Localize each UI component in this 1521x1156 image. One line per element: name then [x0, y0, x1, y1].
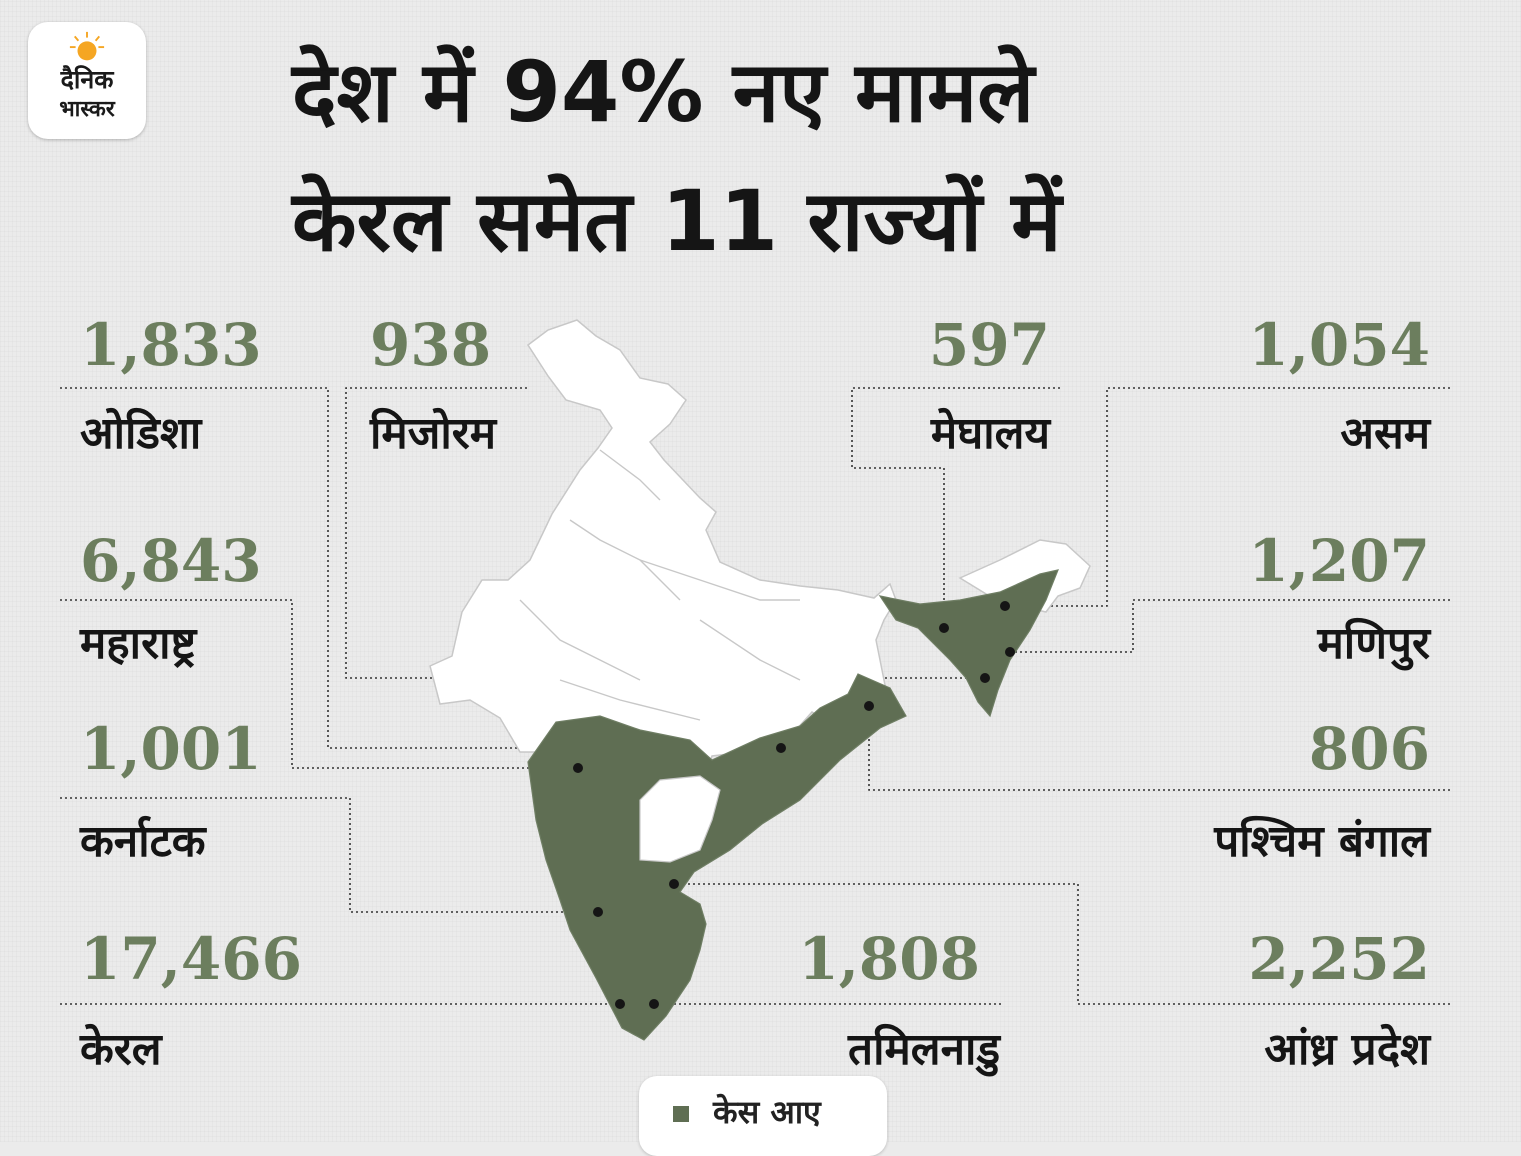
state-borders: [519, 449, 801, 721]
west-bengal-label: पश्चिम बंगाल: [1214, 816, 1430, 867]
leader-maharashtra: [60, 599, 578, 769]
assam-label: असम: [1340, 408, 1430, 459]
leader-andhra: [674, 883, 1450, 1005]
region-northeast: [878, 569, 1059, 718]
manipur-label: मणिपुर: [1317, 618, 1430, 669]
meghalaya-label: मेघालय: [930, 408, 1050, 459]
marker-west-bengal: [864, 701, 874, 711]
state-markers: [573, 601, 1015, 1009]
karnataka-label: कर्नाटक: [80, 816, 206, 867]
marker-manipur: [1005, 647, 1015, 657]
meghalaya-count: 597: [928, 311, 1050, 379]
map-legend: केस आए: [639, 1076, 887, 1156]
tamil-nadu-count: 1,808: [798, 925, 980, 993]
karnataka-count: 1,001: [80, 715, 262, 783]
west-bengal-count: 806: [1308, 715, 1430, 783]
headline-line-1: देश में 94% नए मामले: [292, 43, 1035, 141]
marker-karnataka: [593, 907, 603, 917]
marker-assam: [1000, 601, 1010, 611]
andhra-count: 2,252: [1248, 925, 1430, 993]
odisha-label: ओडिशा: [80, 408, 202, 459]
marker-meghalaya: [939, 623, 949, 633]
manipur-count: 1,207: [1248, 527, 1430, 595]
region-maharashtra-odisha-andhra: [527, 673, 907, 1041]
leader-assam: [1005, 387, 1450, 607]
leader-karnataka: [60, 797, 598, 913]
kerala-label: केरल: [80, 1024, 162, 1075]
marker-andhra: [669, 879, 679, 889]
headline-line-2: केरल समेत 11 राज्यों में: [292, 172, 1062, 270]
marker-odisha: [776, 743, 786, 753]
telangana-white: [639, 775, 721, 863]
odisha-count: 1,833: [80, 311, 262, 379]
legend-swatch-icon: [673, 1106, 689, 1122]
leader-manipur: [1010, 599, 1450, 653]
marker-maharashtra: [573, 763, 583, 773]
brand-line-2: भास्कर: [59, 97, 115, 122]
sun-icon: [69, 31, 105, 61]
india-outline-white: [429, 319, 897, 861]
marker-tamil-nadu: [649, 999, 659, 1009]
maharashtra-label: महाराष्ट्र: [80, 618, 197, 669]
brand-logo: दैनिक भास्कर: [28, 22, 146, 139]
assam-count: 1,054: [1248, 311, 1430, 379]
marker-mizoram: [980, 673, 990, 683]
maharashtra-count: 6,843: [80, 527, 262, 595]
tamil-nadu-label: तमिलनाडु: [848, 1024, 1000, 1075]
mizoram-label: मिजोरम: [370, 408, 497, 459]
marker-kerala: [615, 999, 625, 1009]
andhra-label: आंध्र प्रदेश: [1264, 1024, 1430, 1075]
mizoram-count: 938: [370, 311, 492, 379]
brand-line-1: दैनिक: [60, 65, 114, 94]
kerala-count: 17,466: [80, 925, 302, 993]
legend-label: केस आए: [713, 1093, 821, 1131]
affected-states: [527, 569, 1059, 1041]
